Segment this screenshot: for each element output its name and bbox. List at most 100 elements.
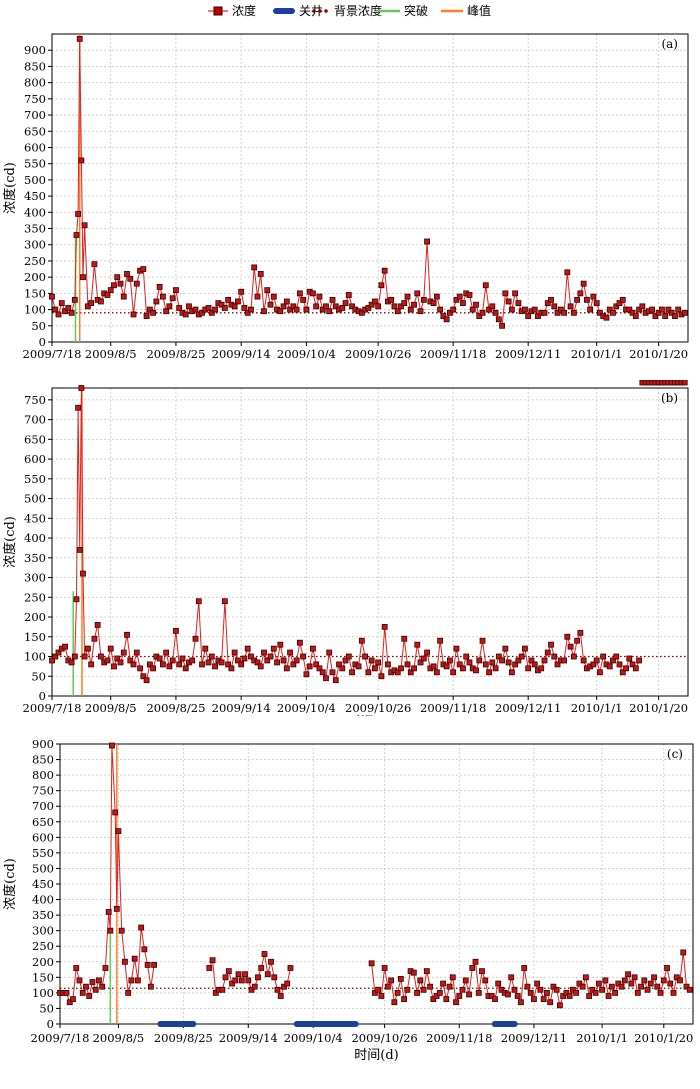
- x-tick-label: 2009/9/14: [212, 701, 271, 715]
- y-tick-label: 800: [24, 76, 46, 90]
- data-point: [469, 306, 476, 313]
- data-point: [606, 663, 613, 670]
- data-point: [345, 292, 352, 298]
- data-point: [80, 274, 86, 281]
- data-point: [394, 308, 401, 315]
- data-point: [113, 905, 120, 912]
- shut-in-bar: [157, 1021, 197, 1027]
- data-point: [651, 974, 657, 981]
- data-point: [283, 665, 290, 672]
- data-point: [150, 309, 157, 316]
- data-point: [544, 649, 551, 656]
- data-point: [146, 306, 153, 313]
- data-point: [91, 635, 98, 642]
- data-point: [397, 975, 404, 982]
- data-point: [49, 657, 55, 664]
- data-point: [199, 661, 205, 668]
- data-point: [280, 303, 287, 310]
- x-tick-label: 2009/10/26: [345, 701, 411, 715]
- data-point: [182, 665, 189, 672]
- plot-area-b: [52, 388, 688, 696]
- data-point: [456, 661, 463, 668]
- x-tick-label: 2009/8/25: [154, 1031, 213, 1045]
- data-point: [244, 645, 251, 652]
- data-point: [381, 267, 388, 274]
- data-point: [166, 663, 173, 670]
- data-point: [667, 980, 674, 987]
- data-point: [505, 991, 511, 998]
- data-point: [365, 669, 372, 676]
- data-point: [381, 623, 388, 630]
- y-tick-label: 450: [32, 877, 54, 891]
- data-point: [144, 961, 151, 968]
- data-point: [599, 986, 606, 993]
- data-point: [450, 306, 457, 313]
- data-point: [665, 306, 672, 313]
- y-tick-label: 250: [24, 254, 46, 268]
- data-point: [238, 661, 245, 668]
- y-tick-label: 900: [24, 43, 46, 57]
- data-point: [199, 309, 205, 316]
- data-point: [486, 669, 492, 676]
- data-point: [287, 965, 294, 971]
- chart-panel-a: 0 50 100 150 200 250 300 350 400 450 500 550 600 650 7…: [0, 22, 700, 376]
- data-point: [342, 300, 349, 306]
- data-point: [138, 924, 145, 931]
- data-point: [219, 986, 226, 993]
- panel-label: (a): [661, 37, 678, 51]
- data-point: [88, 300, 95, 306]
- y-tick-label: 700: [24, 108, 46, 122]
- y-tick-label: 700: [32, 799, 54, 813]
- data-point: [625, 971, 631, 978]
- data-point: [394, 669, 401, 676]
- data-point: [208, 653, 215, 660]
- data-point: [603, 314, 610, 321]
- data-point: [401, 996, 407, 1003]
- data-point: [602, 977, 609, 984]
- data-point: [267, 301, 274, 308]
- data-point: [151, 961, 158, 968]
- data-point: [339, 665, 346, 672]
- data-point: [75, 211, 81, 217]
- data-point: [672, 313, 678, 319]
- data-point: [241, 305, 248, 311]
- data-point: [495, 316, 502, 323]
- data-point: [163, 649, 170, 656]
- data-point: [248, 653, 254, 660]
- data-point: [544, 300, 551, 306]
- data-point: [573, 989, 580, 996]
- data-point: [489, 303, 496, 310]
- data-point: [587, 306, 594, 313]
- data-point: [649, 306, 656, 313]
- data-point: [258, 965, 265, 971]
- data-point: [537, 986, 544, 993]
- x-tick-label: 2009/10/4: [284, 1031, 343, 1045]
- y-tick-label: 550: [24, 157, 46, 171]
- data-point: [384, 983, 391, 990]
- data-point: [358, 637, 365, 644]
- data-point: [466, 659, 473, 666]
- data-point: [313, 661, 320, 668]
- data-point: [244, 309, 251, 316]
- data-point: [577, 290, 584, 297]
- data-point: [580, 280, 587, 287]
- data-point: [593, 300, 600, 306]
- x-tick-label: 2009/8/5: [85, 347, 137, 358]
- data-point: [264, 287, 271, 294]
- data-point: [306, 663, 313, 670]
- data-point: [479, 968, 485, 975]
- data-point: [84, 303, 91, 310]
- data-point: [560, 993, 567, 999]
- data-point: [83, 983, 89, 990]
- data-point: [398, 665, 404, 672]
- data-point: [195, 598, 202, 605]
- panel-label: (c): [667, 747, 683, 761]
- x-tick-label: 2009/10/26: [351, 1031, 417, 1045]
- y-tick-label: 500: [32, 861, 54, 875]
- x-axis-label: 时间(d): [348, 715, 392, 716]
- data-point: [248, 986, 255, 993]
- data-point: [544, 989, 550, 996]
- data-point: [98, 298, 104, 305]
- data-point: [391, 999, 398, 1006]
- y-tick-label: 300: [24, 238, 46, 252]
